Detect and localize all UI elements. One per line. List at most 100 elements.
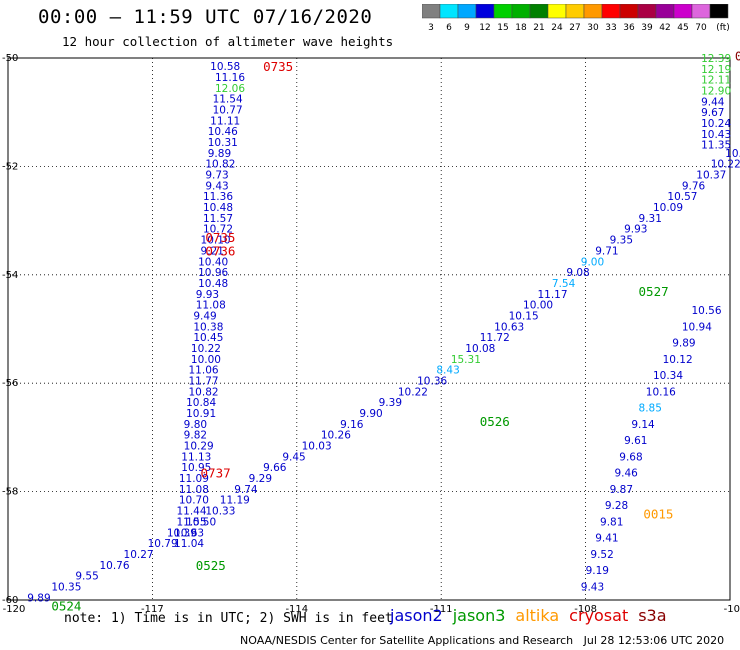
- y-tick-label: -58: [2, 487, 18, 498]
- wave-height-value: 11.09: [179, 473, 209, 485]
- pass-labels: 0735073507360737052505240526052705490014…: [51, 48, 740, 613]
- colorbar-label: 18: [515, 23, 527, 33]
- wave-height-value: 10.40: [198, 256, 228, 268]
- x-axis-ticks: -120 -117 -114 -111 -108 -10: [3, 604, 740, 615]
- colorbar-label: 6: [446, 23, 452, 33]
- wave-height-value: 9.55: [75, 571, 98, 583]
- wave-height-value: 8.85: [639, 403, 662, 415]
- colorbar-label: 15: [497, 23, 508, 33]
- wave-height-value: 9.89: [208, 148, 231, 160]
- wave-height-value: 10.48: [203, 202, 233, 214]
- wave-height-value: 10.10: [201, 235, 231, 247]
- wave-height-value: 10.58: [210, 61, 240, 73]
- wave-height-value: 11.44: [176, 506, 206, 518]
- wave-height-value: 9.76: [682, 180, 706, 192]
- y-tick-label: -56: [2, 378, 18, 389]
- pass-time-label: 0736: [205, 243, 235, 258]
- wave-height-value: 11.04: [174, 538, 204, 550]
- wave-height-value: 11.55: [176, 516, 206, 528]
- wave-height-value: 10.94: [682, 321, 712, 333]
- wave-height-value: 10.72: [203, 224, 233, 236]
- wave-height-value: 11.08: [196, 300, 226, 312]
- wave-height-value: 9.19: [586, 565, 609, 577]
- wave-height-value: 9.90: [359, 408, 382, 420]
- wave-height-value: 10.56: [691, 305, 721, 317]
- wave-height-value: 9.52: [590, 549, 613, 561]
- wave-height-value: 10.79: [148, 538, 178, 550]
- plot-frame: [7, 57, 731, 601]
- colorbar-label: 21: [533, 23, 544, 33]
- wave-height-value: 9.93: [624, 224, 647, 236]
- wave-height-value: 9.39: [379, 397, 402, 409]
- wave-height-value: 9.49: [193, 310, 216, 322]
- wave-height-value: 9.82: [184, 430, 207, 442]
- wave-height-value: 10.45: [193, 332, 223, 344]
- wave-height-value: 10.70: [179, 495, 209, 507]
- wave-height-value: 11.35: [701, 140, 731, 152]
- legend-entry-altika: altika: [515, 606, 560, 625]
- legend-entry-jason3: jason3: [452, 606, 506, 625]
- wave-height-value: 9.21: [201, 245, 224, 257]
- wave-height-value: 10.91: [186, 408, 216, 420]
- wave-height-value: 10.24: [701, 118, 731, 130]
- x-tick-label: -120: [3, 604, 26, 615]
- colorbar-swatch: [709, 4, 729, 19]
- wave-height-value: 8.43: [436, 365, 459, 377]
- wave-height-value: 10.27: [124, 549, 154, 561]
- wave-height-value: 12.39: [701, 53, 731, 65]
- wave-height-value: 10.03: [302, 441, 332, 453]
- pass-time-label: 0015: [643, 506, 673, 521]
- wave-height-value: 9.73: [205, 170, 228, 182]
- wave-height-value: 9.44: [701, 96, 725, 108]
- wave-height-value: 9.74: [234, 484, 258, 496]
- colorbar-label: 3: [428, 23, 434, 33]
- color-scale-bar: 3 6 9 12 15 18 21 24 27 30 33 36 39 42 45 70 (ft): [422, 4, 730, 33]
- wave-height-value: 9.71: [595, 245, 618, 257]
- pass-time-label: 0524: [51, 598, 81, 613]
- colorbar-label: 45: [677, 23, 688, 33]
- wave-height-value: 10.00: [523, 300, 553, 312]
- wave-height-value: 9.66: [263, 462, 287, 474]
- wave-height-value: 10.10: [725, 148, 740, 160]
- wave-height-value: 9.87: [610, 484, 633, 496]
- wave-height-value: 11.77: [189, 375, 219, 387]
- y-tick-label: -50: [2, 53, 18, 64]
- pass-time-label: 0549: [735, 48, 740, 63]
- wave-height-value: 11.72: [480, 332, 510, 344]
- wave-height-value: 11.16: [215, 72, 245, 84]
- colorbar-label: 27: [569, 23, 580, 33]
- grid-lines: [8, 58, 730, 600]
- x-tick-label: -108: [574, 604, 597, 615]
- wave-height-value: 9.43: [205, 180, 228, 192]
- wave-height-value: 10.22: [398, 386, 428, 398]
- wave-height-value: 9.68: [619, 451, 642, 463]
- wave-height-value: 9.46: [614, 468, 638, 480]
- wave-height-value: 9.43: [581, 581, 604, 593]
- units-note: note: 1) Time is in UTC; 2) SWH is in fe…: [64, 611, 393, 626]
- wave-height-value: 11.57: [203, 213, 233, 225]
- wave-height-value: 11.08: [179, 484, 209, 496]
- wave-height-value: 15.31: [451, 354, 481, 366]
- wave-height-value: 9.93: [196, 289, 219, 301]
- wave-height-value: 10.26: [321, 430, 351, 442]
- wave-height-value: 10.15: [509, 310, 539, 322]
- wave-height-value: 11.19: [220, 495, 250, 507]
- wave-height-value: 9.31: [639, 213, 662, 225]
- colorbar-label: 70: [695, 23, 707, 33]
- wave-height-value: 9.29: [249, 473, 272, 485]
- pass-time-label: 0526: [480, 414, 510, 429]
- wave-height-value: 11.13: [181, 451, 211, 463]
- wave-height-value: 9.08: [566, 267, 589, 279]
- wave-height-value: 10.00: [191, 354, 221, 366]
- wave-height-value: 10.82: [205, 159, 235, 171]
- wave-height-value: 10.63: [494, 321, 524, 333]
- pass-time-label: 0735: [263, 59, 293, 74]
- x-tick-label: -111: [430, 604, 453, 615]
- wave-height-value: 9.16: [340, 419, 364, 431]
- wave-height-value: 10.77: [213, 104, 243, 116]
- wave-height-value: 10.39: [167, 527, 197, 539]
- wave-height-value: 10.46: [208, 126, 238, 138]
- colorbar-label: 33: [605, 23, 616, 33]
- wave-height-value: 10.31: [208, 137, 238, 149]
- x-tick-label: -114: [285, 604, 308, 615]
